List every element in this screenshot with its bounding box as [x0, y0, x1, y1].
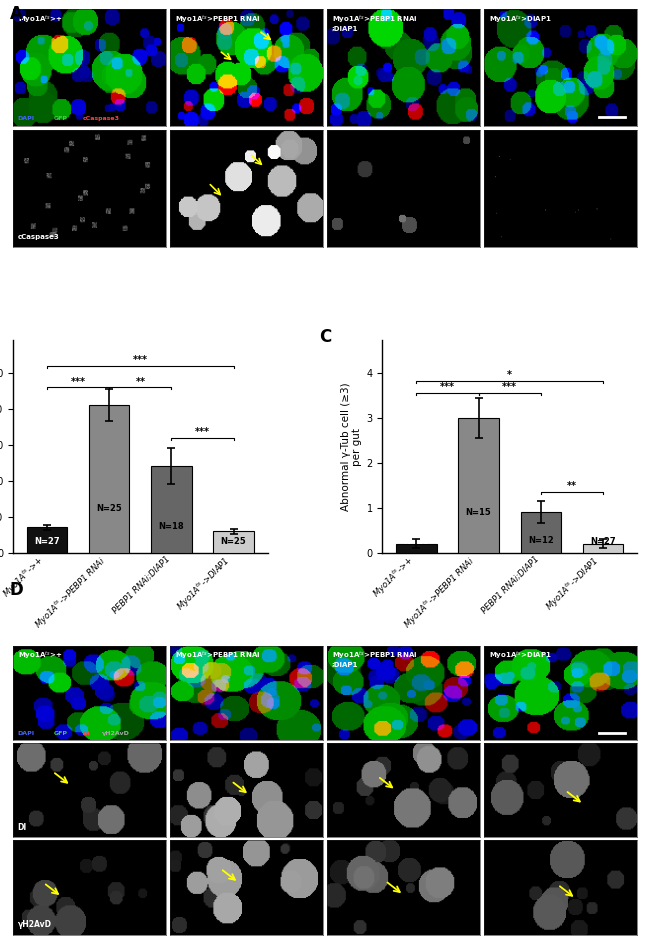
Text: γH2AvD: γH2AvD [18, 919, 51, 929]
Bar [89, 405, 129, 552]
Text: DI: DI [83, 731, 90, 735]
Bar [521, 513, 561, 552]
Text: ***: *** [195, 427, 210, 437]
Text: Myo1A$^{ts}$>PEBP1 RNAi: Myo1A$^{ts}$>PEBP1 RNAi [175, 649, 260, 661]
Text: Myo1A$^{ts}$>DIAP1: Myo1A$^{ts}$>DIAP1 [489, 13, 552, 25]
Text: *: * [507, 370, 512, 380]
Text: C: C [318, 328, 331, 346]
Text: N=15: N=15 [465, 508, 491, 516]
Bar [151, 466, 192, 552]
Text: DAPI: DAPI [18, 115, 34, 121]
Text: Myo1A$^{ts}$>PEBP1 RNAi: Myo1A$^{ts}$>PEBP1 RNAi [175, 13, 260, 25]
Text: N=12: N=12 [528, 536, 554, 545]
Bar [458, 418, 499, 552]
Text: ***: *** [502, 382, 517, 393]
Text: ***: *** [71, 377, 86, 386]
Text: Myo1A$^{ts}$>PEBP1 RNAi
;DIAP1: Myo1A$^{ts}$>PEBP1 RNAi ;DIAP1 [332, 13, 417, 32]
Text: Myo1A$^{ts}$>DIAP1: Myo1A$^{ts}$>DIAP1 [489, 649, 552, 661]
Text: N=25: N=25 [96, 504, 122, 513]
Bar [396, 544, 437, 552]
Text: **: ** [135, 377, 146, 386]
Text: Myo1A$^{ts}$>+: Myo1A$^{ts}$>+ [18, 649, 62, 661]
Text: cCaspase3: cCaspase3 [83, 115, 120, 121]
Text: GFP: GFP [54, 115, 68, 121]
Bar [27, 528, 68, 552]
Text: cCaspase3: cCaspase3 [18, 234, 59, 240]
Text: N=27: N=27 [590, 537, 616, 547]
Text: A: A [10, 5, 23, 23]
Text: DI: DI [18, 823, 27, 832]
Text: ***: *** [133, 355, 148, 365]
Text: Myo1A$^{ts}$>+: Myo1A$^{ts}$>+ [18, 13, 62, 25]
Text: DAPI: DAPI [18, 731, 34, 735]
Y-axis label: Abnormal γ-Tub cell (≥3)
per gut: Abnormal γ-Tub cell (≥3) per gut [341, 382, 362, 511]
Text: γH2AvD: γH2AvD [102, 731, 130, 735]
Text: N=27: N=27 [34, 537, 60, 547]
Text: **: ** [567, 481, 577, 491]
Bar [582, 544, 623, 552]
Text: N=18: N=18 [159, 522, 184, 531]
Text: Myo1A$^{ts}$>PEBP1 RNAi
;DIAP1: Myo1A$^{ts}$>PEBP1 RNAi ;DIAP1 [332, 649, 417, 668]
Bar [213, 531, 254, 552]
Text: N=20: N=20 [404, 537, 429, 547]
Text: ***: *** [440, 382, 455, 393]
Text: GFP: GFP [54, 731, 68, 735]
Text: N=25: N=25 [220, 537, 246, 547]
Text: D: D [10, 581, 23, 598]
